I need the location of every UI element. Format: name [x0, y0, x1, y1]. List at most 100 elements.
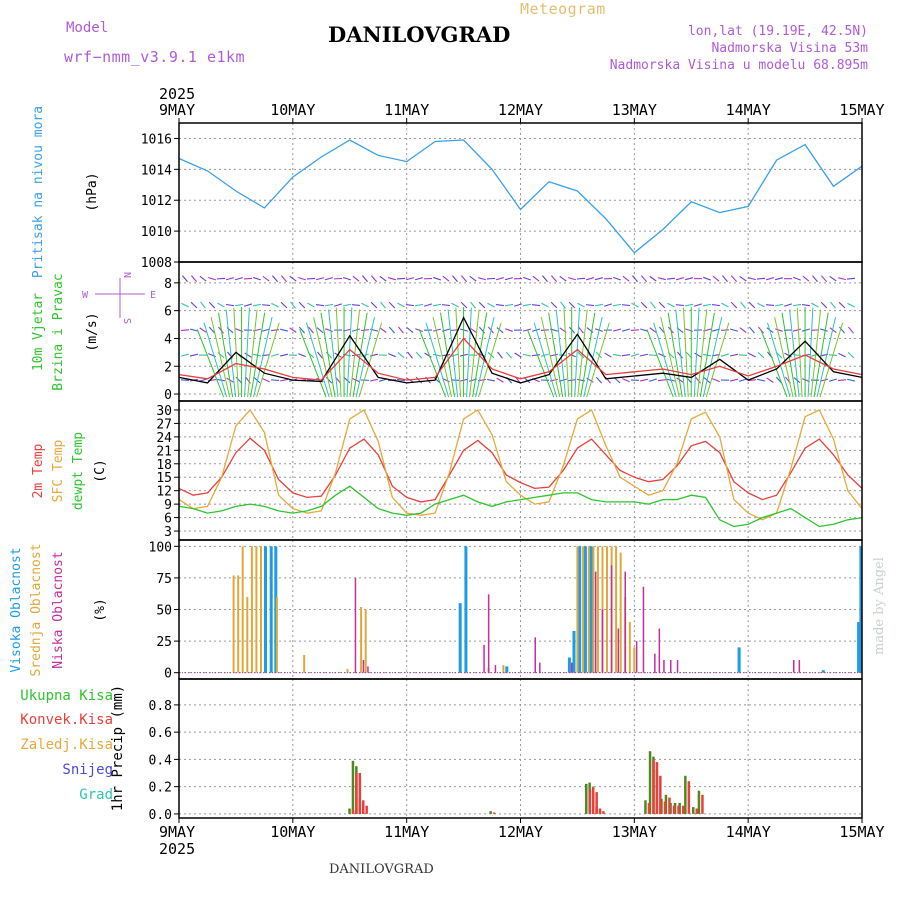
y-tick-label: 30: [156, 404, 172, 419]
cloud-high-bar: [464, 546, 468, 673]
y-tick-label: 0: [164, 388, 172, 403]
wind-fan: [705, 322, 730, 398]
wind-barb: [289, 275, 297, 282]
wind-barb: [234, 277, 244, 281]
y-tick-label: 100: [149, 540, 172, 555]
cloud-high-bar: [274, 546, 278, 673]
cloud-mid-ylabel: Srednja Oblacnost: [29, 543, 44, 676]
wind-barb: [739, 327, 747, 333]
wind-barbs: [180, 275, 856, 398]
wind-ylabel: 10m Vjetar: [31, 293, 46, 371]
wind-barb: [729, 353, 739, 357]
wind-barb: [253, 276, 261, 281]
precip-convective-bar: [655, 762, 659, 814]
y-tick-label: 0.4: [149, 753, 173, 768]
x-tick-label-top: 11MAY: [384, 101, 429, 119]
wind-barb: [649, 275, 657, 282]
precip-legend-1: Konvek.Kisa: [20, 712, 113, 728]
precip-convective-bar: [351, 809, 355, 814]
footer-title: DANILOVGRAD: [329, 862, 434, 877]
wind-barb: [657, 379, 667, 382]
wind-barb: [441, 304, 451, 307]
y-tick-label: 0.8: [149, 699, 172, 714]
precip-total-bar: [648, 751, 652, 814]
precip-convective-bar: [358, 773, 362, 814]
wind-barb: [433, 276, 441, 281]
wind-barb: [261, 304, 271, 306]
wind-fan: [244, 307, 250, 398]
cloud-low-bar: [571, 662, 573, 673]
y-tick-label: 0.2: [149, 781, 172, 796]
cloud-mid-bar: [241, 546, 244, 673]
wind-barb: [388, 326, 396, 334]
wind-fan: [469, 309, 480, 398]
wind-barb: [747, 379, 757, 382]
wind-barb: [189, 353, 199, 357]
precip-total-bar: [489, 811, 492, 814]
wind-barb: [756, 277, 766, 280]
y-tick-label: 1014: [141, 163, 172, 178]
y-tick-label: 50: [156, 604, 172, 619]
wind-barb: [612, 328, 622, 332]
wind-barb: [405, 304, 415, 307]
wind-barb: [424, 303, 432, 307]
temp-2m-ylabel: 2m Temp: [31, 443, 46, 498]
wind-barb: [549, 353, 559, 357]
wind-barb: [684, 277, 694, 281]
dewpoint-line: [178, 485, 863, 528]
wind-barb: [820, 301, 828, 309]
wind-barb: [398, 326, 404, 334]
wind-barb: [730, 301, 738, 309]
wind-barb: [308, 326, 314, 334]
wind-barb: [199, 275, 207, 282]
cloud-mid-bar: [606, 546, 608, 673]
compass-south-label: S: [121, 318, 132, 324]
wind-barb: [180, 379, 190, 381]
precip-legend-3: Snijeg: [62, 762, 113, 778]
y-tick-label: 0.0: [149, 808, 172, 823]
y-tick-label: 4: [164, 332, 172, 347]
wind-barb: [577, 352, 585, 359]
wind-fan: [196, 329, 225, 398]
y-tick-label: 1010: [141, 225, 172, 240]
wind-barb: [181, 302, 189, 308]
wind-fan: [675, 309, 686, 398]
cloud-low-bar: [635, 641, 638, 673]
wind-gust-line: [178, 337, 863, 381]
wind-barb: [361, 353, 369, 357]
precip-convective-bar: [668, 797, 671, 814]
cloud-mid-bar: [592, 546, 595, 673]
wind-barb: [792, 328, 802, 332]
wind-barb: [756, 378, 766, 382]
wind-fan: [574, 307, 581, 398]
cloud-mid-bar: [250, 546, 253, 673]
wind-fan: [358, 322, 383, 398]
wind-barb: [695, 376, 701, 384]
wind-fan: [299, 329, 327, 398]
wind-barb: [594, 277, 604, 281]
wind-barb: [504, 277, 514, 281]
cloud-low-bar: [670, 660, 672, 673]
cloud-low-bar: [362, 660, 365, 673]
wind-barb: [676, 377, 684, 383]
wind-barb: [478, 301, 486, 309]
wind-barb: [262, 377, 270, 383]
wind-barb: [362, 275, 368, 283]
wind-barb: [711, 304, 721, 307]
wind-barb: [677, 351, 683, 359]
pressure-ylabel: Pritisak na nivou mora: [31, 106, 46, 278]
wind-fan: [313, 317, 333, 398]
wind-barb: [217, 352, 225, 359]
wind-barb: [694, 303, 702, 307]
cloud-high-bar: [857, 622, 861, 673]
wind-barb: [819, 378, 829, 382]
wind-barb: [838, 352, 846, 358]
y-tick-label: 9: [164, 498, 172, 513]
cloud-low-bar: [793, 660, 795, 673]
y-tick-label: 18: [156, 458, 172, 473]
wind-barb: [846, 277, 856, 280]
precip-convective-bar: [659, 775, 662, 814]
wind-barb: [523, 276, 531, 281]
wind-barb: [514, 352, 522, 358]
y-tick-label: 1016: [141, 132, 172, 147]
